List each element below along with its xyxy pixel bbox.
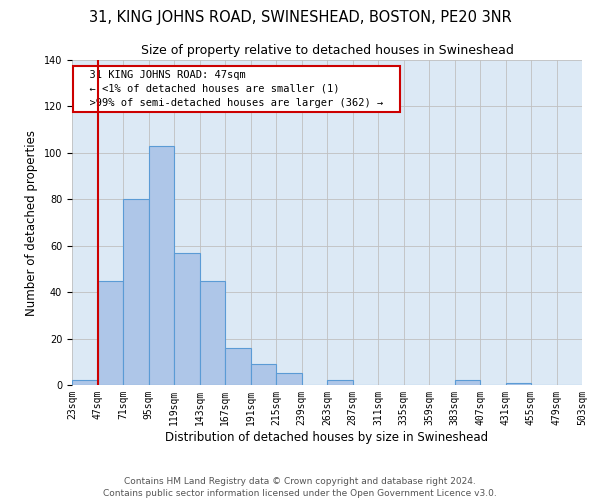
Bar (149, 146, 174, 385)
X-axis label: Distribution of detached houses by size in Swineshead: Distribution of detached houses by size … (166, 430, 488, 444)
Bar (72, 380, 97, 385)
Text: 31 KING JOHNS ROAD: 47sqm  
  ← <1% of detached houses are smaller (1)  
  >99% : 31 KING JOHNS ROAD: 47sqm ← <1% of detac… (77, 70, 396, 108)
Bar (123, 200, 149, 385)
Bar (455, 380, 480, 385)
Text: 31, KING JOHNS ROAD, SWINESHEAD, BOSTON, PE20 3NR: 31, KING JOHNS ROAD, SWINESHEAD, BOSTON,… (89, 10, 511, 25)
Bar (225, 348, 251, 385)
Y-axis label: Number of detached properties: Number of detached properties (25, 130, 38, 316)
Bar (97, 280, 123, 385)
Bar (276, 374, 302, 385)
Bar (174, 252, 199, 385)
Title: Size of property relative to detached houses in Swineshead: Size of property relative to detached ho… (140, 44, 514, 58)
Bar (251, 364, 276, 385)
Text: Contains HM Land Registry data © Crown copyright and database right 2024.
Contai: Contains HM Land Registry data © Crown c… (103, 476, 497, 498)
Bar (199, 280, 225, 385)
Bar (505, 382, 531, 385)
Bar (327, 380, 353, 385)
